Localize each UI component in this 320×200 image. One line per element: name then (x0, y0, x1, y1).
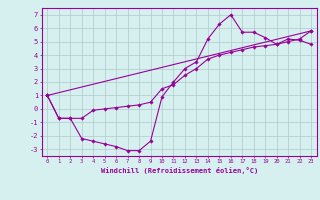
X-axis label: Windchill (Refroidissement éolien,°C): Windchill (Refroidissement éolien,°C) (100, 167, 258, 174)
